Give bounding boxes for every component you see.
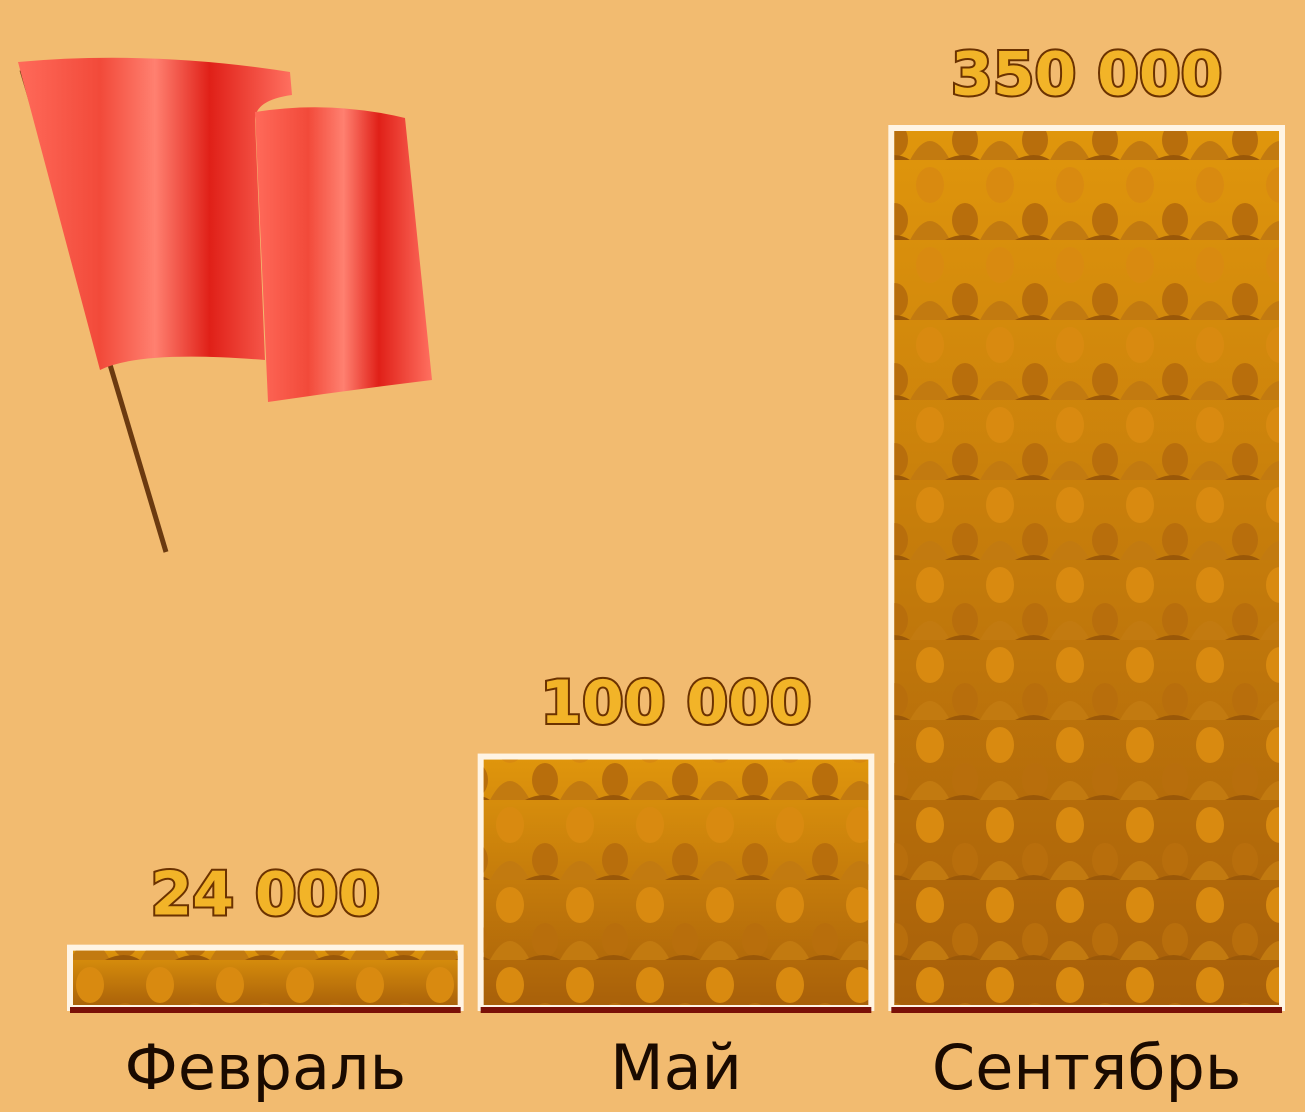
flag [18, 58, 432, 552]
chart: 24 000 Февраль 100 000 Май 350 000 Сентябрь [0, 0, 1305, 1112]
x-tick-label: Май [610, 1031, 742, 1104]
crowd-texture [894, 131, 1279, 1005]
page: {"chart_data": {"type": "bar", "categori… [0, 0, 1305, 1112]
value-label: 350 000 [951, 40, 1222, 110]
x-tick-label: Сентябрь [932, 1031, 1242, 1104]
value-label: 100 000 [540, 668, 811, 738]
crowd-texture [73, 951, 458, 1005]
value-label: 24 000 [151, 859, 381, 929]
x-tick-label: Февраль [125, 1031, 407, 1104]
crowd-texture [484, 760, 869, 1005]
